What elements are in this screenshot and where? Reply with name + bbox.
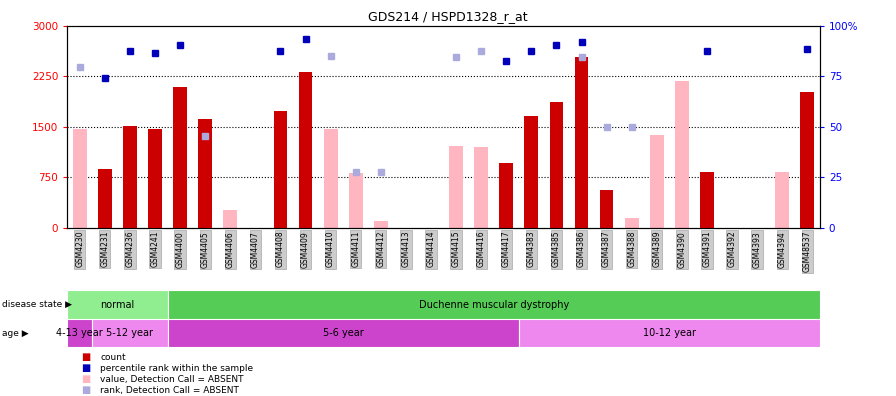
Text: 4-13 year: 4-13 year: [56, 328, 103, 338]
Text: GSM4411: GSM4411: [351, 231, 360, 267]
Bar: [123, 126, 137, 228]
Bar: [273, 111, 288, 228]
Text: disease state ▶: disease state ▶: [2, 300, 72, 309]
Bar: [349, 173, 363, 228]
Bar: [599, 190, 614, 228]
Text: GSM4413: GSM4413: [401, 231, 410, 267]
Text: Duchenne muscular dystrophy: Duchenne muscular dystrophy: [418, 299, 569, 310]
Text: GSM4241: GSM4241: [151, 231, 159, 267]
Bar: [499, 163, 513, 228]
Text: GSM4406: GSM4406: [226, 231, 235, 268]
Text: percentile rank within the sample: percentile rank within the sample: [100, 364, 254, 373]
Bar: [168, 290, 820, 319]
Bar: [67, 319, 92, 347]
Bar: [519, 319, 820, 347]
Text: GSM4416: GSM4416: [477, 231, 486, 267]
Text: GSM4390: GSM4390: [677, 231, 686, 268]
Text: 5-6 year: 5-6 year: [323, 328, 364, 338]
Text: GSM4417: GSM4417: [502, 231, 511, 267]
Bar: [323, 129, 338, 228]
Text: GSM4236: GSM4236: [125, 231, 134, 267]
Text: ■: ■: [81, 352, 90, 362]
Text: GSM4383: GSM4383: [527, 231, 536, 267]
Bar: [298, 72, 313, 228]
Text: normal: normal: [100, 299, 134, 310]
Bar: [675, 81, 689, 228]
Text: GSM4388: GSM4388: [627, 231, 636, 267]
Bar: [374, 221, 388, 228]
Text: 10-12 year: 10-12 year: [642, 328, 696, 338]
Text: ■: ■: [81, 374, 90, 385]
Bar: [168, 319, 519, 347]
Bar: [625, 218, 639, 228]
Text: GSM4400: GSM4400: [176, 231, 185, 268]
Text: GSM4394: GSM4394: [778, 231, 787, 268]
Text: GSM4386: GSM4386: [577, 231, 586, 267]
Text: age ▶: age ▶: [2, 329, 29, 337]
Bar: [524, 116, 538, 228]
Text: GSM4231: GSM4231: [100, 231, 109, 267]
Text: GSM4387: GSM4387: [602, 231, 611, 267]
Text: GSM4385: GSM4385: [552, 231, 561, 267]
Text: ■: ■: [81, 385, 90, 396]
Text: GSM4412: GSM4412: [376, 231, 385, 267]
Text: GSM4392: GSM4392: [728, 231, 737, 267]
Bar: [474, 147, 488, 228]
Text: GSM4407: GSM4407: [251, 231, 260, 268]
Text: GSM4410: GSM4410: [326, 231, 335, 267]
Text: rank, Detection Call = ABSENT: rank, Detection Call = ABSENT: [100, 386, 239, 395]
Bar: [775, 173, 789, 228]
Bar: [650, 135, 664, 228]
Text: GSM4415: GSM4415: [452, 231, 461, 267]
Text: ■: ■: [81, 363, 90, 373]
Text: GSM4389: GSM4389: [652, 231, 661, 267]
Text: GSM4393: GSM4393: [753, 231, 762, 268]
Bar: [73, 129, 87, 228]
Bar: [449, 146, 463, 228]
Text: GSM4409: GSM4409: [301, 231, 310, 268]
Bar: [92, 319, 168, 347]
Text: count: count: [100, 353, 126, 362]
Text: GSM4391: GSM4391: [702, 231, 711, 267]
Bar: [800, 92, 814, 228]
Text: GSM4405: GSM4405: [201, 231, 210, 268]
Text: GSM4230: GSM4230: [75, 231, 84, 267]
Text: value, Detection Call = ABSENT: value, Detection Call = ABSENT: [100, 375, 244, 384]
Bar: [67, 290, 168, 319]
Text: GSM4408: GSM4408: [276, 231, 285, 267]
Bar: [700, 173, 714, 228]
Bar: [198, 119, 212, 228]
Bar: [223, 210, 237, 228]
Bar: [173, 87, 187, 228]
Text: GSM4414: GSM4414: [426, 231, 435, 267]
Text: GDS214 / HSPD1328_r_at: GDS214 / HSPD1328_r_at: [368, 10, 528, 23]
Bar: [549, 102, 564, 228]
Bar: [148, 129, 162, 228]
Text: 5-12 year: 5-12 year: [107, 328, 153, 338]
Bar: [98, 169, 112, 228]
Text: GSM48537: GSM48537: [803, 231, 812, 272]
Bar: [574, 57, 589, 228]
